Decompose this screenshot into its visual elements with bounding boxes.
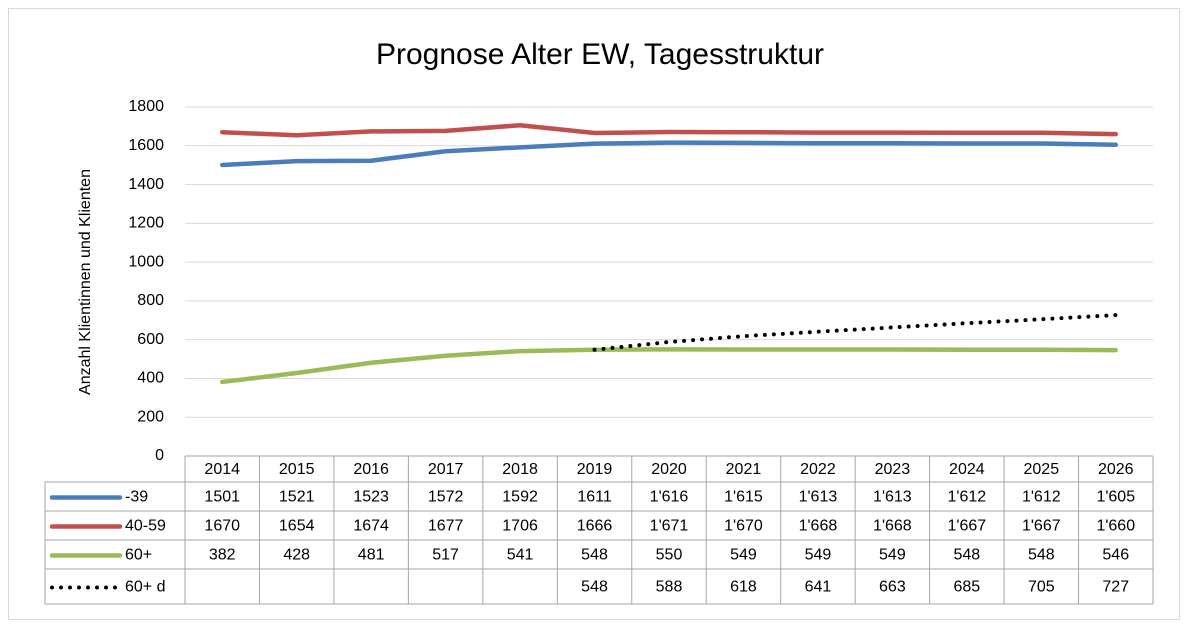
x-tick-label: 2026 xyxy=(1098,461,1134,478)
data-label: 641 xyxy=(805,579,832,596)
y-tick-label: 0 xyxy=(155,447,164,464)
data-label: 517 xyxy=(432,547,459,564)
data-label: 548 xyxy=(1028,547,1055,564)
legend-label: 40-59 xyxy=(125,518,166,535)
data-label: 1592 xyxy=(502,489,538,506)
data-label: 685 xyxy=(953,579,980,596)
series-line xyxy=(592,313,1118,352)
data-label: 1572 xyxy=(428,489,464,506)
y-tick-label: 1800 xyxy=(128,98,164,115)
legend-label: -39 xyxy=(125,489,148,506)
data-label: 727 xyxy=(1102,579,1129,596)
x-tick-label: 2016 xyxy=(353,461,389,478)
data-label: 549 xyxy=(730,547,757,564)
y-tick-label: 200 xyxy=(137,408,164,425)
data-label: 548 xyxy=(953,547,980,564)
data-label: 1'668 xyxy=(799,518,838,535)
data-label: 1'613 xyxy=(799,489,838,506)
y-tick-label: 1000 xyxy=(128,253,164,270)
chart-title: Prognose Alter EW, Tagesstruktur xyxy=(376,38,824,71)
data-label: 1'612 xyxy=(1022,489,1061,506)
x-tick-label: 2022 xyxy=(800,461,836,478)
data-label: 1'671 xyxy=(650,518,689,535)
x-tick-label: 2021 xyxy=(726,461,762,478)
x-tick-label: 2014 xyxy=(204,461,240,478)
data-label: 1'660 xyxy=(1096,518,1135,535)
data-label: 1'667 xyxy=(948,518,987,535)
y-tick-label: 1200 xyxy=(128,215,164,232)
y-tick-label: 800 xyxy=(137,292,164,309)
data-label: 548 xyxy=(581,547,608,564)
chart-frame xyxy=(8,8,1180,620)
data-label: 1'612 xyxy=(948,489,987,506)
data-label: 1523 xyxy=(353,489,389,506)
y-tick-label: 600 xyxy=(137,331,164,348)
series-line xyxy=(219,140,1119,168)
data-label: 1'668 xyxy=(873,518,912,535)
x-tick-label: 2020 xyxy=(651,461,687,478)
data-label: 550 xyxy=(656,547,683,564)
data-label: 428 xyxy=(283,547,310,564)
data-label: 546 xyxy=(1102,547,1129,564)
data-label: 1654 xyxy=(279,518,315,535)
data-label: 1'615 xyxy=(724,489,763,506)
data-label: 1'613 xyxy=(873,489,912,506)
data-label: 705 xyxy=(1028,579,1055,596)
data-label: 1706 xyxy=(502,518,538,535)
data-label: 1611 xyxy=(577,489,612,506)
data-label: 1674 xyxy=(353,518,389,535)
data-label: 1677 xyxy=(428,518,464,535)
data-label: 1'605 xyxy=(1096,489,1135,506)
x-tick-label: 2018 xyxy=(502,461,538,478)
y-tick-label: 400 xyxy=(137,370,164,387)
data-label: 1670 xyxy=(204,518,240,535)
data-label: 1501 xyxy=(204,489,240,506)
data-label: 549 xyxy=(805,547,832,564)
x-tick-label: 2025 xyxy=(1024,461,1060,478)
data-label: 549 xyxy=(879,547,906,564)
legend-label: 60+ d xyxy=(125,579,165,596)
y-axis-label: Anzahl Klientinnen und Klienten xyxy=(77,169,94,395)
series-line xyxy=(219,122,1119,138)
legend-label: 60+ xyxy=(125,547,152,564)
data-label: 1'667 xyxy=(1022,518,1061,535)
data-label: 541 xyxy=(507,547,534,564)
data-label: 1521 xyxy=(279,489,315,506)
data-label: 663 xyxy=(879,579,906,596)
x-tick-label: 2024 xyxy=(949,461,985,478)
series-line xyxy=(219,347,1119,385)
data-label: 548 xyxy=(581,579,608,596)
x-tick-label: 2019 xyxy=(577,461,613,478)
x-tick-label: 2023 xyxy=(875,461,911,478)
data-label: 618 xyxy=(730,579,757,596)
data-label: 481 xyxy=(358,547,385,564)
y-tick-label: 1400 xyxy=(128,176,164,193)
y-tick-label: 1600 xyxy=(128,137,164,154)
data-label: 1666 xyxy=(577,518,613,535)
data-label: 382 xyxy=(209,547,236,564)
data-label: 1'670 xyxy=(724,518,763,535)
data-label: 1'616 xyxy=(650,489,689,506)
x-tick-label: 2015 xyxy=(279,461,315,478)
data-label: 588 xyxy=(656,579,683,596)
x-tick-label: 2017 xyxy=(428,461,464,478)
